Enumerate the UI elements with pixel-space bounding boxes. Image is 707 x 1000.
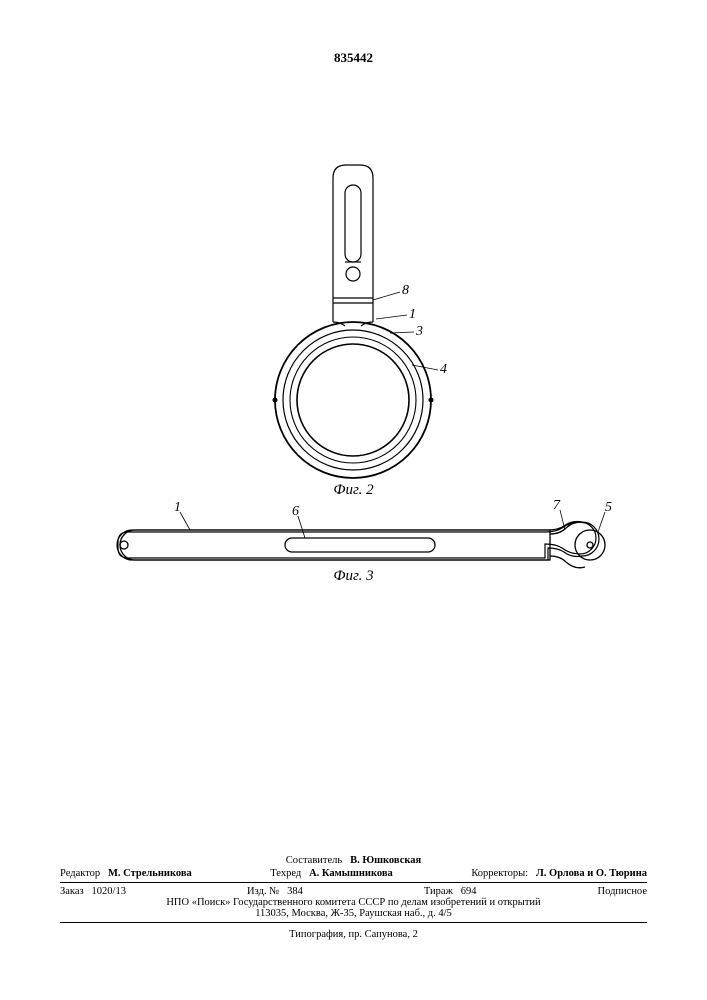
tirazh-value: 694 (461, 886, 477, 897)
document-number: 835442 (0, 50, 707, 66)
figure-3-drawing (0, 0, 707, 1000)
techred-name: А. Камышникова (309, 868, 393, 879)
pub-numbers-line: Заказ 1020/13 Изд. № 384 Тираж 694 Подпи… (60, 886, 647, 897)
compiler-label: Составитель (286, 855, 342, 866)
editor-label: Редактор (60, 868, 100, 879)
order-value: 1020/13 (92, 886, 126, 897)
fig3-callout-1: 1 (174, 500, 181, 516)
fig3-callout-6: 6 (292, 504, 299, 520)
colophon-block: Составитель В. Юшковская Редактор М. Стр… (60, 855, 647, 940)
editor-name: М. Стрельникова (108, 868, 192, 879)
credits-line: Редактор М. Стрельникова Техред А. Камыш… (60, 868, 647, 879)
patent-figure-page: 835442 (0, 0, 707, 1000)
tirazh-label: Тираж (424, 886, 453, 897)
izd-value: 384 (287, 886, 303, 897)
order-label: Заказ (60, 886, 84, 897)
typography-line: Типография, пр. Сапунова, 2 (60, 929, 647, 940)
fig3-callout-5: 5 (605, 500, 612, 516)
fig3-label: Фиг. 3 (0, 568, 707, 585)
publisher-line-2: 113035, Москва, Ж-35, Раушская наб., д. … (60, 908, 647, 919)
izd-label: Изд. № (247, 886, 279, 897)
rule-2 (60, 922, 647, 923)
compiler-line: Составитель В. Юшковская (60, 855, 647, 866)
figure-2-drawing (0, 0, 707, 1000)
correctors-names: Л. Орлова и О. Тюрина (536, 868, 647, 879)
fig2-label: Фиг. 2 (0, 482, 707, 499)
rule-1 (60, 882, 647, 883)
fig3-callout-7: 7 (553, 498, 560, 514)
subscription-text: Подписное (598, 886, 647, 897)
compiler-name: В. Юшковская (350, 855, 421, 866)
fig2-callout-8: 8 (402, 283, 409, 299)
fig2-callout-3: 3 (416, 324, 423, 340)
publisher-line-1: НПО «Поиск» Государственного комитета СС… (60, 897, 647, 908)
techred-label: Техред (270, 868, 301, 879)
correctors-label: Корректоры: (471, 868, 528, 879)
fig2-callout-4: 4 (440, 362, 447, 378)
fig2-callout-1: 1 (409, 307, 416, 323)
